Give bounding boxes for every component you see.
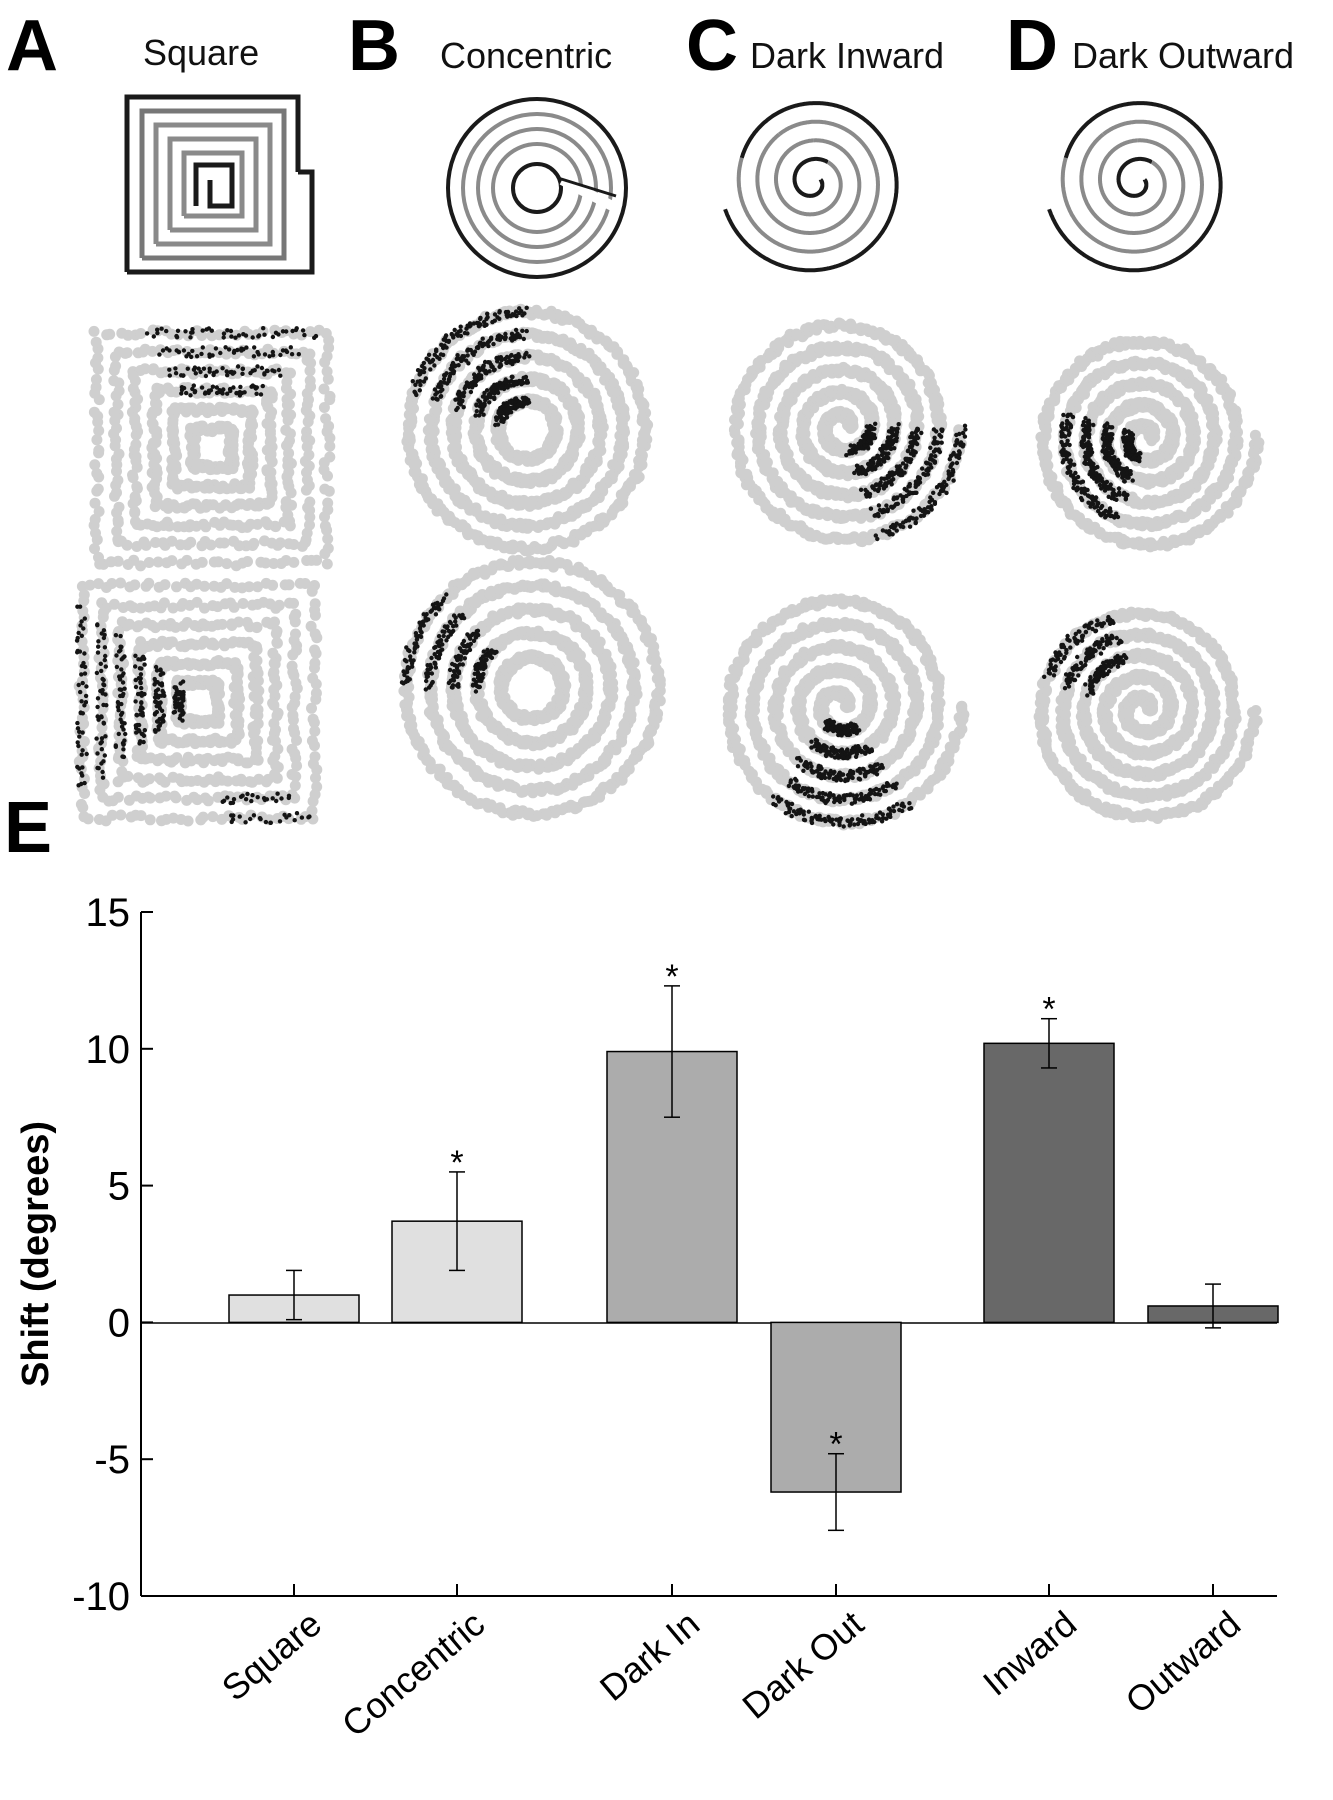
- y-tick-label: -5: [94, 1438, 130, 1482]
- y-tick-label: -10: [72, 1575, 130, 1619]
- dark-outward-spiral-stimulus: [1047, 101, 1223, 273]
- significance-marker: *: [450, 1144, 463, 1182]
- x-tick-label: Square: [214, 1603, 329, 1709]
- panel-b-title: Concentric: [440, 35, 612, 76]
- y-tick-label: 0: [108, 1301, 130, 1345]
- square-spiral-stimulus: [124, 94, 315, 275]
- y-axis-title: Shift (degrees): [15, 1121, 57, 1387]
- panel-d-title: Dark Outward: [1072, 35, 1294, 76]
- y-tick-label: 5: [108, 1165, 130, 1209]
- y-tick-label: 15: [86, 891, 131, 935]
- significance-marker: *: [665, 958, 678, 996]
- x-tick-label: Dark Out: [734, 1603, 871, 1727]
- panel-a-title: Square: [143, 32, 259, 73]
- bar: [983, 1042, 1115, 1324]
- significance-marker: *: [1042, 991, 1055, 1029]
- panel-e-letter: E: [4, 788, 52, 868]
- y-tick-label: 10: [86, 1028, 131, 1072]
- panel-c-letter: C: [686, 6, 738, 86]
- panel-d-letter: D: [1006, 6, 1058, 86]
- tracing-trajectories: [73, 303, 1265, 831]
- x-tick-label: Dark In: [592, 1603, 707, 1709]
- dark-inward-spiral-stimulus: [723, 101, 899, 273]
- significance-marker: *: [829, 1426, 842, 1464]
- x-tick-label: Inward: [975, 1603, 1084, 1704]
- panel-a-letter: A: [6, 6, 58, 86]
- panel-b-letter: B: [348, 6, 400, 86]
- x-tick-label: Outward: [1118, 1603, 1249, 1722]
- x-tick-label: Concentric: [334, 1603, 492, 1745]
- shift-bar-chart: Shift (degrees) 15 10 5 0 -5 -10 Square * Concen…: [15, 891, 1279, 1745]
- concentric-circles-stimulus: [446, 97, 628, 279]
- panel-c-title: Dark Inward: [750, 35, 944, 76]
